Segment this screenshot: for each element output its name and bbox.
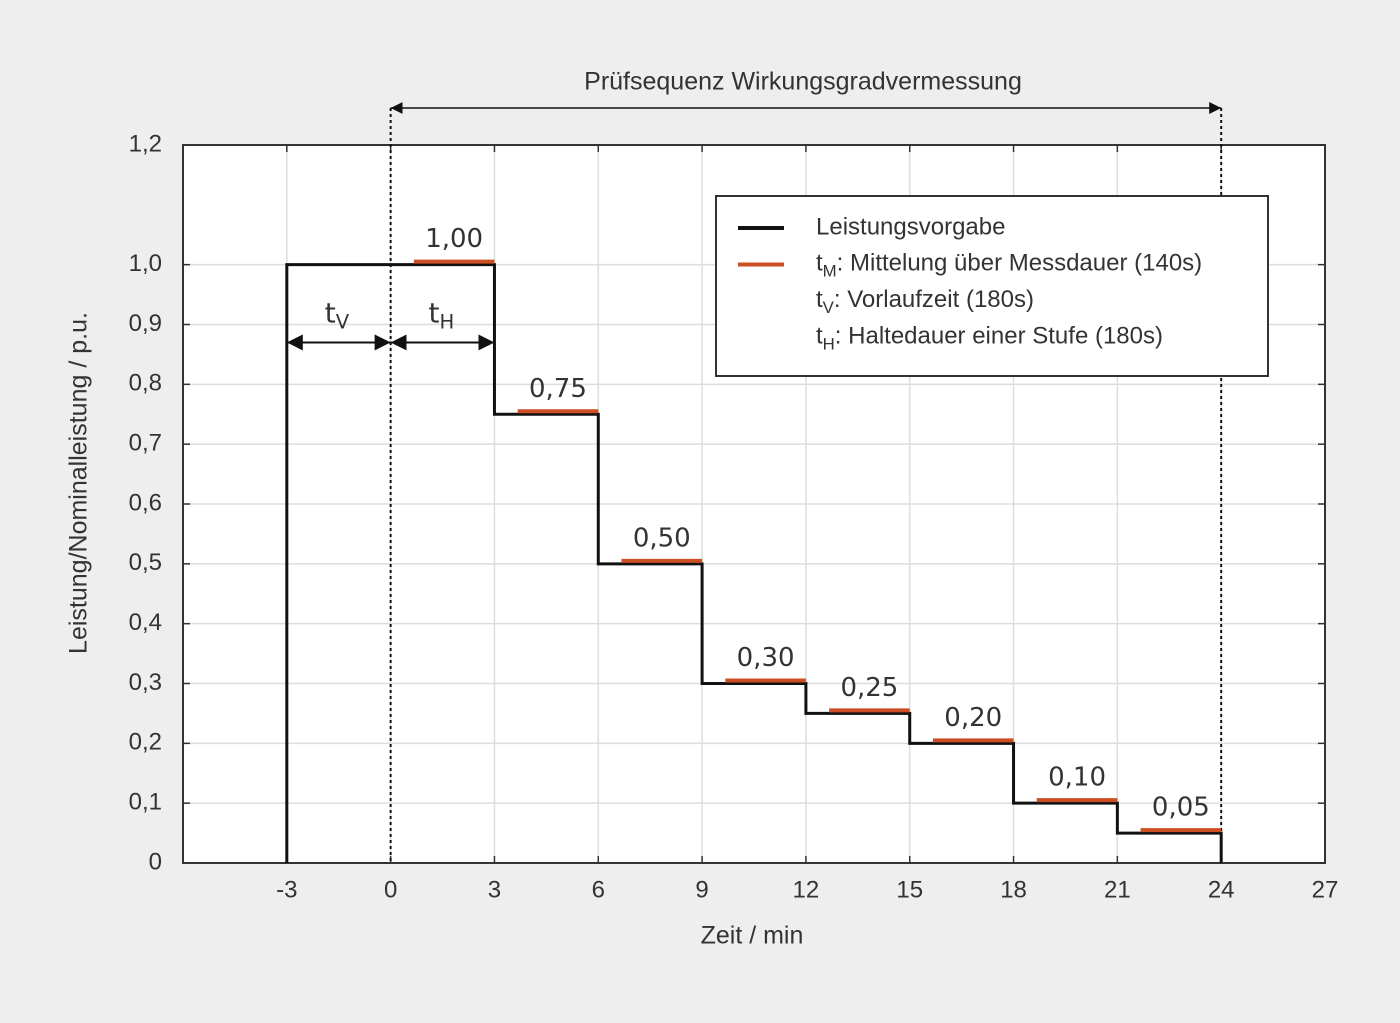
x-tick-label: 27 [1312,876,1339,903]
y-tick-label: 0 [149,848,162,875]
y-tick-label: 1,2 [129,130,162,157]
value-label: 0,25 [840,673,898,703]
legend-label: tH: Haltedauer einer Stufe (180s) [816,323,1163,354]
legend-label-text: : Vorlaufzeit (180s) [834,286,1034,313]
x-tick-label: 0 [384,876,397,903]
span-label-subscript: H [440,310,455,333]
legend-label-subscript: H [823,335,835,354]
value-label: 0,10 [1048,763,1106,793]
legend-box [715,195,1269,377]
value-label: 0,50 [633,523,691,553]
legend-label-text: : Mittelung über Messdauer (140s) [837,250,1203,277]
y-tick-label: 0,3 [129,669,162,696]
x-axis-label: Zeit / min [701,922,804,950]
legend-label-symbol: t [816,250,823,277]
chart-title: Prüfsequenz Wirkungsgradvermessung [584,68,1022,96]
legend-label-subscript: M [823,262,837,281]
x-tick-label: 15 [896,876,923,903]
x-tick-label: 6 [592,876,605,903]
legend-label: tM: Mittelung über Messdauer (140s) [816,250,1202,281]
legend-label-text: : Haltedauer einer Stufe (180s) [835,323,1163,350]
span-label: tH [429,296,455,333]
span-label-symbol: t [325,296,336,329]
x-tick-label: 18 [1000,876,1027,903]
step-line [285,263,1223,863]
x-tick-label: -3 [276,876,297,903]
y-tick-label: 0,5 [129,549,162,576]
legend-label: Leistungsvorgabe [816,213,1005,240]
x-tick-label: 3 [488,876,501,903]
legend-label: tV: Vorlaufzeit (180s) [816,286,1034,317]
y-tick-label: 0,9 [129,310,162,337]
span-label-symbol: t [429,296,440,329]
legend-label-symbol: t [816,323,823,350]
x-tick-label: 9 [695,876,708,903]
span-label-subscript: V [336,310,350,333]
y-tick-label: 0,1 [129,789,162,816]
y-tick-label: 0,7 [129,430,162,457]
value-label: 0,30 [737,643,795,673]
x-tick-label: 24 [1208,876,1235,903]
value-label: 0,20 [944,703,1002,733]
plot-border [182,144,1326,864]
x-tick-label: 21 [1104,876,1131,903]
y-tick-label: 0,2 [129,729,162,756]
value-label: 1,00 [425,224,483,254]
y-tick-label: 0,4 [129,609,162,636]
value-label: 0,05 [1152,793,1210,823]
y-tick-label: 0,6 [129,489,162,516]
y-tick-label: 1,0 [129,250,162,277]
y-tick-label: 0,8 [129,370,162,397]
x-tick-label: 12 [793,876,820,903]
value-label: 0,75 [529,374,587,404]
legend [715,195,1269,377]
legend-label-subscript: V [823,298,835,317]
span-label: tV [325,296,350,333]
y-axis-label: Leistung/Nominalleistung / p.u. [65,312,93,654]
legend-label-symbol: t [816,286,823,313]
